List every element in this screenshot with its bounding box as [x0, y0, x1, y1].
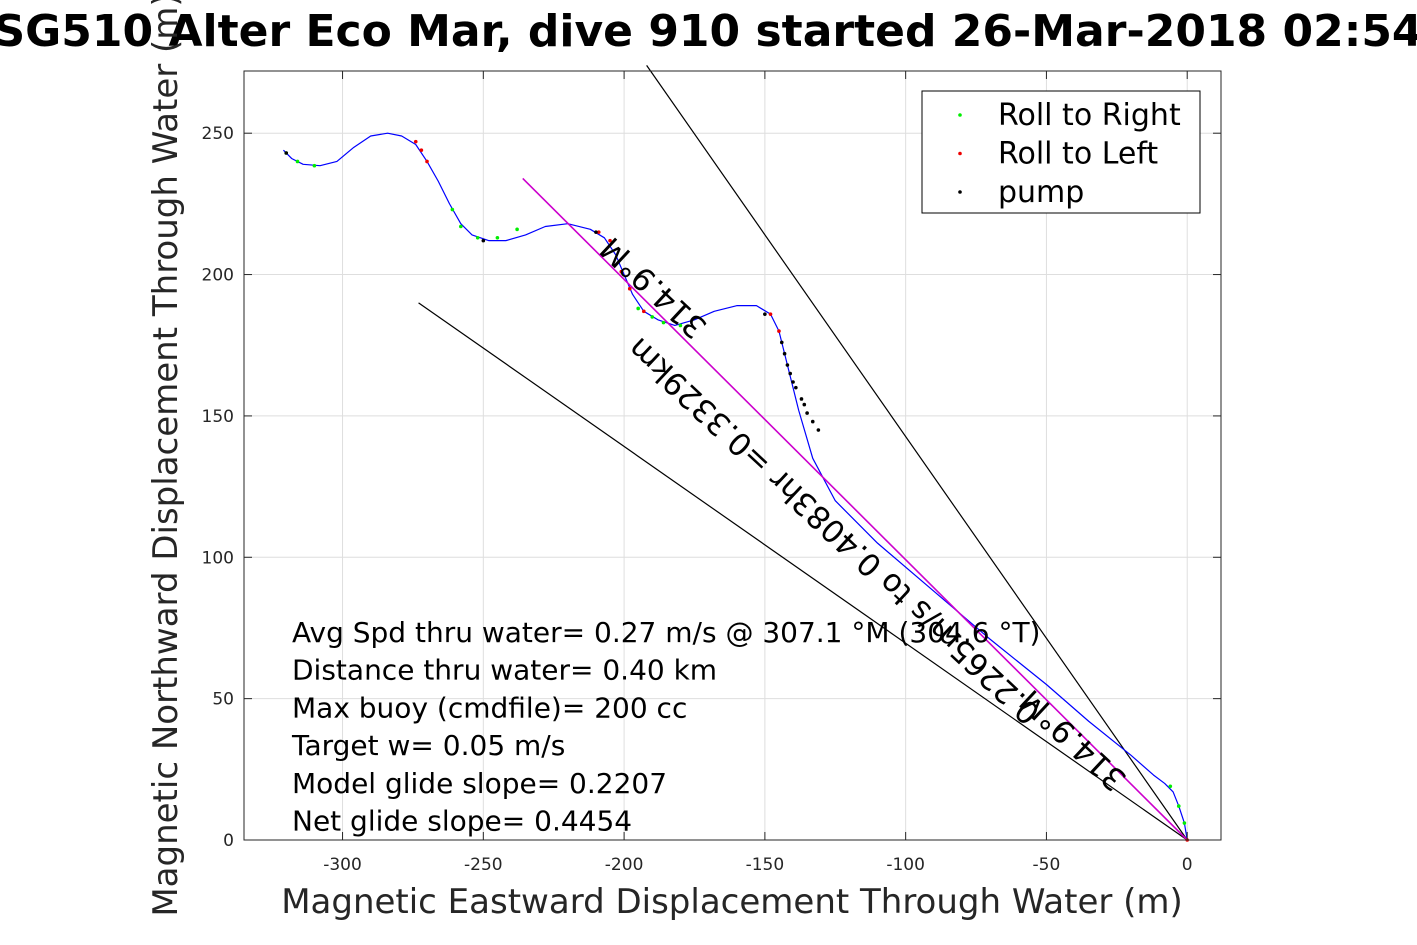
legend-label: Roll to Left: [998, 137, 1158, 172]
axes-box: [243, 70, 1222, 841]
series-layer: [282, 132, 1188, 841]
pump-marker: [805, 411, 809, 415]
roll-left-marker: [642, 309, 646, 314]
pump-marker: [782, 351, 787, 356]
pump-marker: [779, 340, 784, 345]
roll-left-marker: [619, 269, 624, 274]
roll-right-marker: [295, 159, 300, 164]
x-tick-label: -200: [605, 855, 644, 875]
x-tick-label: 0: [1182, 855, 1193, 875]
reference-line: [646, 65, 1188, 841]
pump-marker: [763, 312, 767, 316]
stats-line: Avg Spd thru water= 0.27 m/s @ 307.1 °M …: [292, 616, 1040, 649]
reference-lines: [418, 65, 1188, 841]
x-tick-label: -100: [886, 855, 925, 875]
legend-label: Roll to Right: [998, 98, 1181, 133]
pump-marker: [794, 385, 798, 390]
roll-right-marker: [458, 224, 463, 229]
stats-line: Model glide slope= 0.2207: [292, 767, 667, 800]
pump-marker: [810, 419, 815, 424]
roll-left-marker: [627, 286, 632, 291]
roll-right-marker: [1176, 804, 1181, 808]
legend-box: [921, 90, 1201, 214]
stats-text-block: Avg Spd thru water= 0.27 m/s @ 307.1 °M …: [291, 616, 1040, 838]
x-axis-label: Magnetic Eastward Displacement Through W…: [281, 882, 1183, 922]
glider-track-line: [282, 132, 1188, 841]
pump-marker: [802, 402, 807, 407]
x-tick-label: -50: [1033, 855, 1061, 875]
net-track-line: [522, 177, 1188, 841]
stats-line: Distance thru water= 0.40 km: [292, 654, 717, 687]
pump-marker: [788, 371, 793, 376]
pump-marker: [791, 380, 795, 384]
roll-right-marker: [678, 323, 683, 328]
roll-left-marker: [768, 312, 773, 316]
roll-right-marker: [1182, 821, 1187, 825]
reference-line: [418, 302, 1188, 841]
roll-right-marker: [515, 227, 519, 232]
x-tick-label: -250: [464, 855, 503, 875]
stats-line: Max buoy (cmdfile)= 200 cc: [292, 691, 687, 724]
stats-line: Target w= 0.05 m/s: [291, 729, 565, 762]
pump-marker: [799, 397, 804, 401]
roll-right-marker: [475, 236, 480, 240]
roll-left-marker: [777, 329, 781, 333]
pump-marker: [284, 151, 289, 155]
roll-right-marker: [661, 320, 666, 325]
x-tick-label: -150: [746, 855, 785, 875]
chart-title: SG510 Alter Eco Mar, dive 910 started 26…: [0, 6, 1417, 57]
x-tick-label: -300: [323, 855, 362, 875]
x-axis-ticks: -300 -250 -200 -150 -100 -50 0: [323, 71, 1193, 875]
y-axis-label: Magnetic Northward Displacement Through …: [146, 0, 186, 917]
roll-right-marker: [312, 163, 317, 168]
y-tick-label: 100: [202, 548, 234, 568]
pump-marker: [481, 238, 486, 243]
marker-layer: [284, 139, 1190, 842]
y-tick-label: 50: [212, 690, 234, 710]
roll-right-marker: [495, 236, 500, 240]
legend-marker: [958, 151, 962, 156]
pump-marker: [785, 363, 790, 367]
pump-marker: [594, 230, 598, 234]
roll-right-marker: [450, 207, 455, 212]
legend-marker: [958, 190, 962, 194]
roll-left-marker: [596, 230, 601, 234]
roll-right-marker: [636, 306, 640, 311]
legend-label: pump: [998, 175, 1084, 210]
roll-left-marker: [608, 238, 612, 243]
legend-marker: [958, 113, 962, 117]
roll-left-marker: [413, 139, 418, 144]
y-tick-label: 250: [202, 124, 234, 144]
y-tick-label: 0: [223, 831, 234, 851]
y-tick-label: 150: [202, 407, 234, 427]
stats-line: Net glide slope= 0.4454: [292, 805, 632, 838]
roll-right-marker: [650, 315, 655, 319]
roll-left-marker: [419, 148, 424, 152]
roll-right-marker: [1168, 784, 1173, 789]
y-axis-ticks: 0 50 100 150 200 250: [202, 124, 1221, 851]
pump-marker: [816, 428, 821, 432]
roll-left-marker: [425, 159, 429, 164]
y-tick-label: 200: [202, 266, 234, 286]
